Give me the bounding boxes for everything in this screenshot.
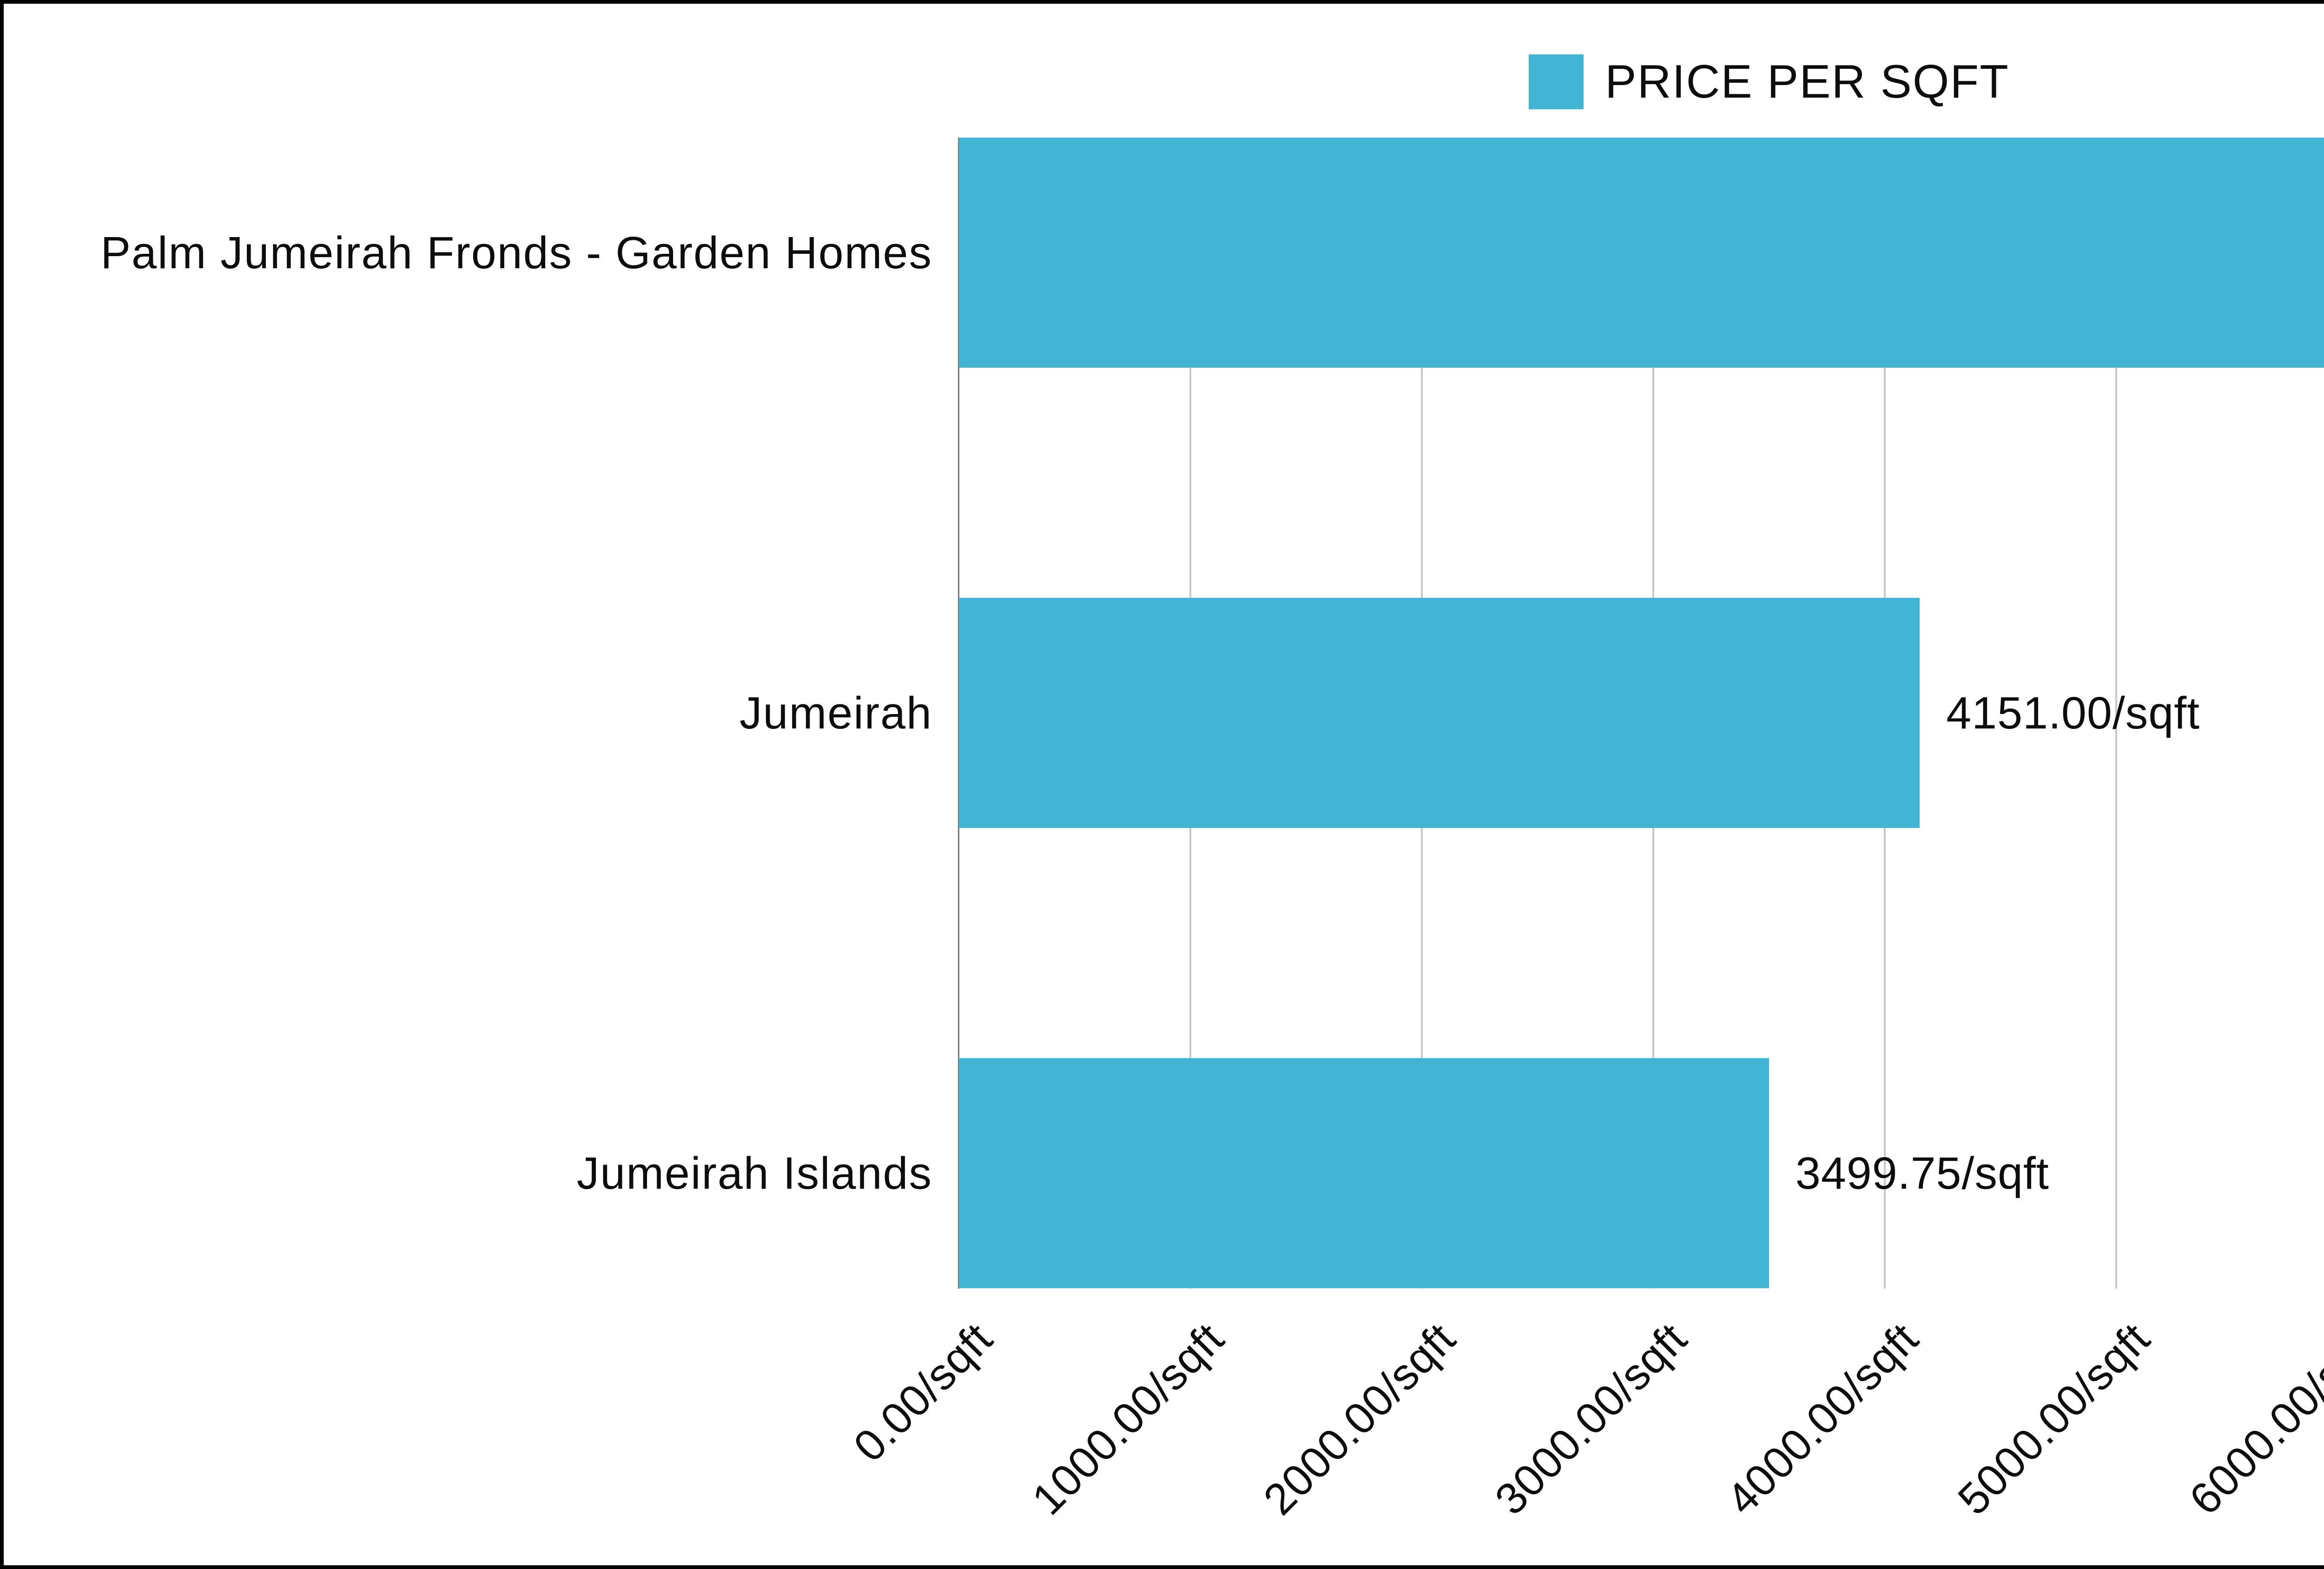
x-axis-tick-label: 5000.00/sqft	[1948, 1313, 2159, 1524]
bar-row: Jumeirah Islands 3499.75/sqft	[577, 1058, 2324, 1288]
category-label: Palm Jumeirah Fronds - Garden Homes	[100, 227, 932, 278]
bar-row: Jumeirah 4151.00/sqft	[739, 598, 2324, 828]
x-axis-tick-label: 0.00/sqft	[844, 1313, 1002, 1471]
plot-area: 0.00/sqft 1000.00/sqft 2000.00/sqft 3000.00…	[100, 138, 2324, 1524]
category-label: Jumeirah Islands	[576, 1147, 932, 1198]
x-axis-tick-label: 2000.00/sqft	[1254, 1313, 1465, 1524]
x-axis-tick-label: 3000.00/sqft	[1486, 1313, 1697, 1524]
legend-label: PRICE PER SQFT	[1605, 55, 2009, 108]
bar	[959, 1058, 1769, 1288]
bar	[959, 138, 2324, 368]
value-label: 4151.00/sqft	[1946, 687, 2200, 738]
gridline	[2115, 138, 2117, 1289]
value-label: 3499.75/sqft	[1795, 1147, 2049, 1198]
legend: PRICE PER SQFT	[959, 45, 2324, 119]
x-axis-tick-label: 1000.00/sqft	[1023, 1313, 1234, 1524]
bar-row: Palm Jumeirah Fronds - Garden Homes6485.…	[100, 138, 2324, 368]
x-axis-tick-label: 6000.00/sqft	[2180, 1313, 2324, 1524]
category-label: Jumeirah	[739, 687, 932, 738]
bar	[959, 598, 1920, 828]
y-axis-line	[958, 138, 959, 1289]
legend-swatch	[1529, 54, 1584, 109]
x-axis-tick-label: 4000.00/sqft	[1717, 1313, 1928, 1524]
